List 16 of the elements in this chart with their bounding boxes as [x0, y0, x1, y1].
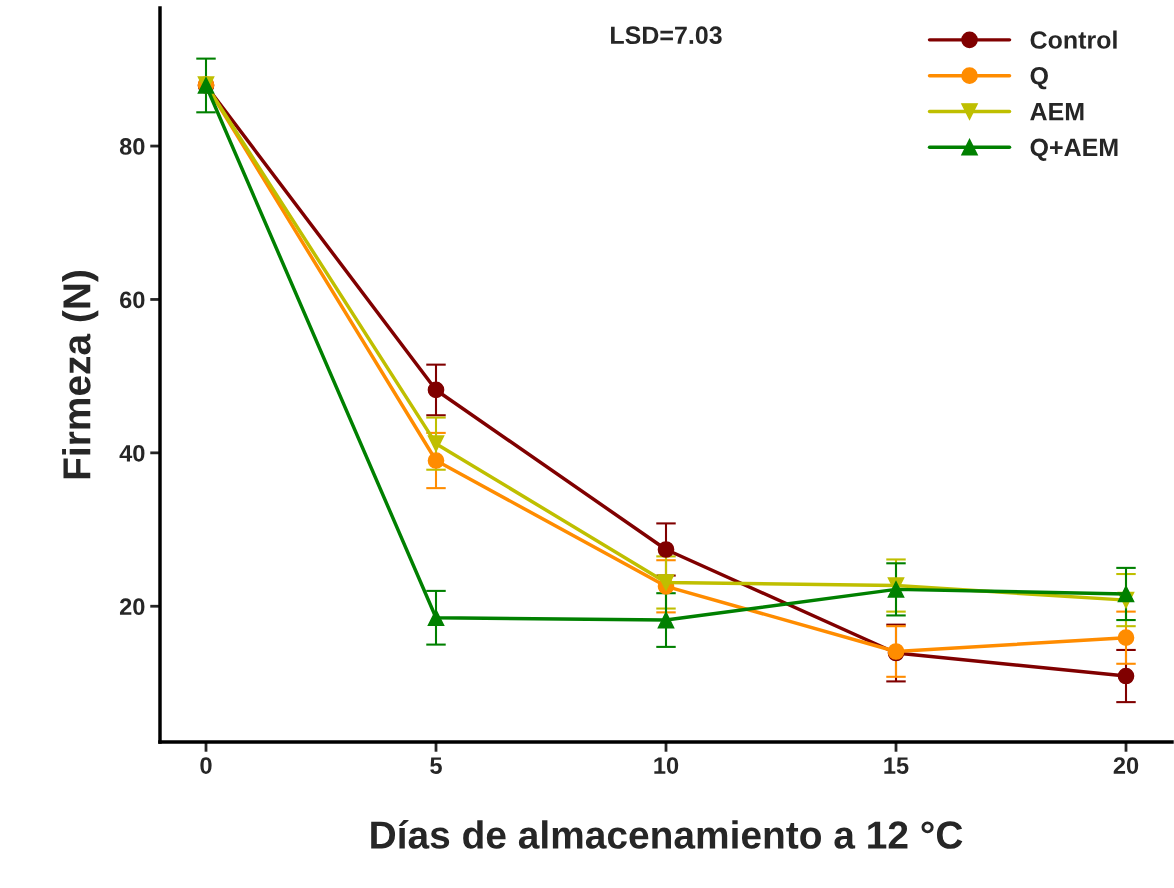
- x-axis-title: Días de almacenamiento a 12 °C: [371, 819, 963, 849]
- legend-label: Q+AEM: [1030, 138, 1118, 161]
- y-tick-label: 20: [119, 598, 145, 616]
- x-tick-label: 10: [654, 757, 679, 774]
- y-axis-title: Firmeza (N): [62, 271, 99, 479]
- x-tick-label: 20: [1113, 757, 1139, 774]
- y-tick-label: 60: [120, 291, 145, 309]
- x-tick-label: 5: [430, 757, 442, 774]
- y-tick-label: 80: [119, 138, 145, 155]
- legend-label: Q: [1030, 66, 1048, 90]
- x-tick-label: 15: [884, 757, 909, 774]
- y-tick-label: 40: [119, 444, 145, 462]
- legend-label: AEM: [1030, 103, 1084, 121]
- annotation: LSD=7.03: [611, 26, 722, 45]
- legend-label: Control: [1030, 30, 1117, 49]
- x-tick-label: 0: [200, 757, 212, 774]
